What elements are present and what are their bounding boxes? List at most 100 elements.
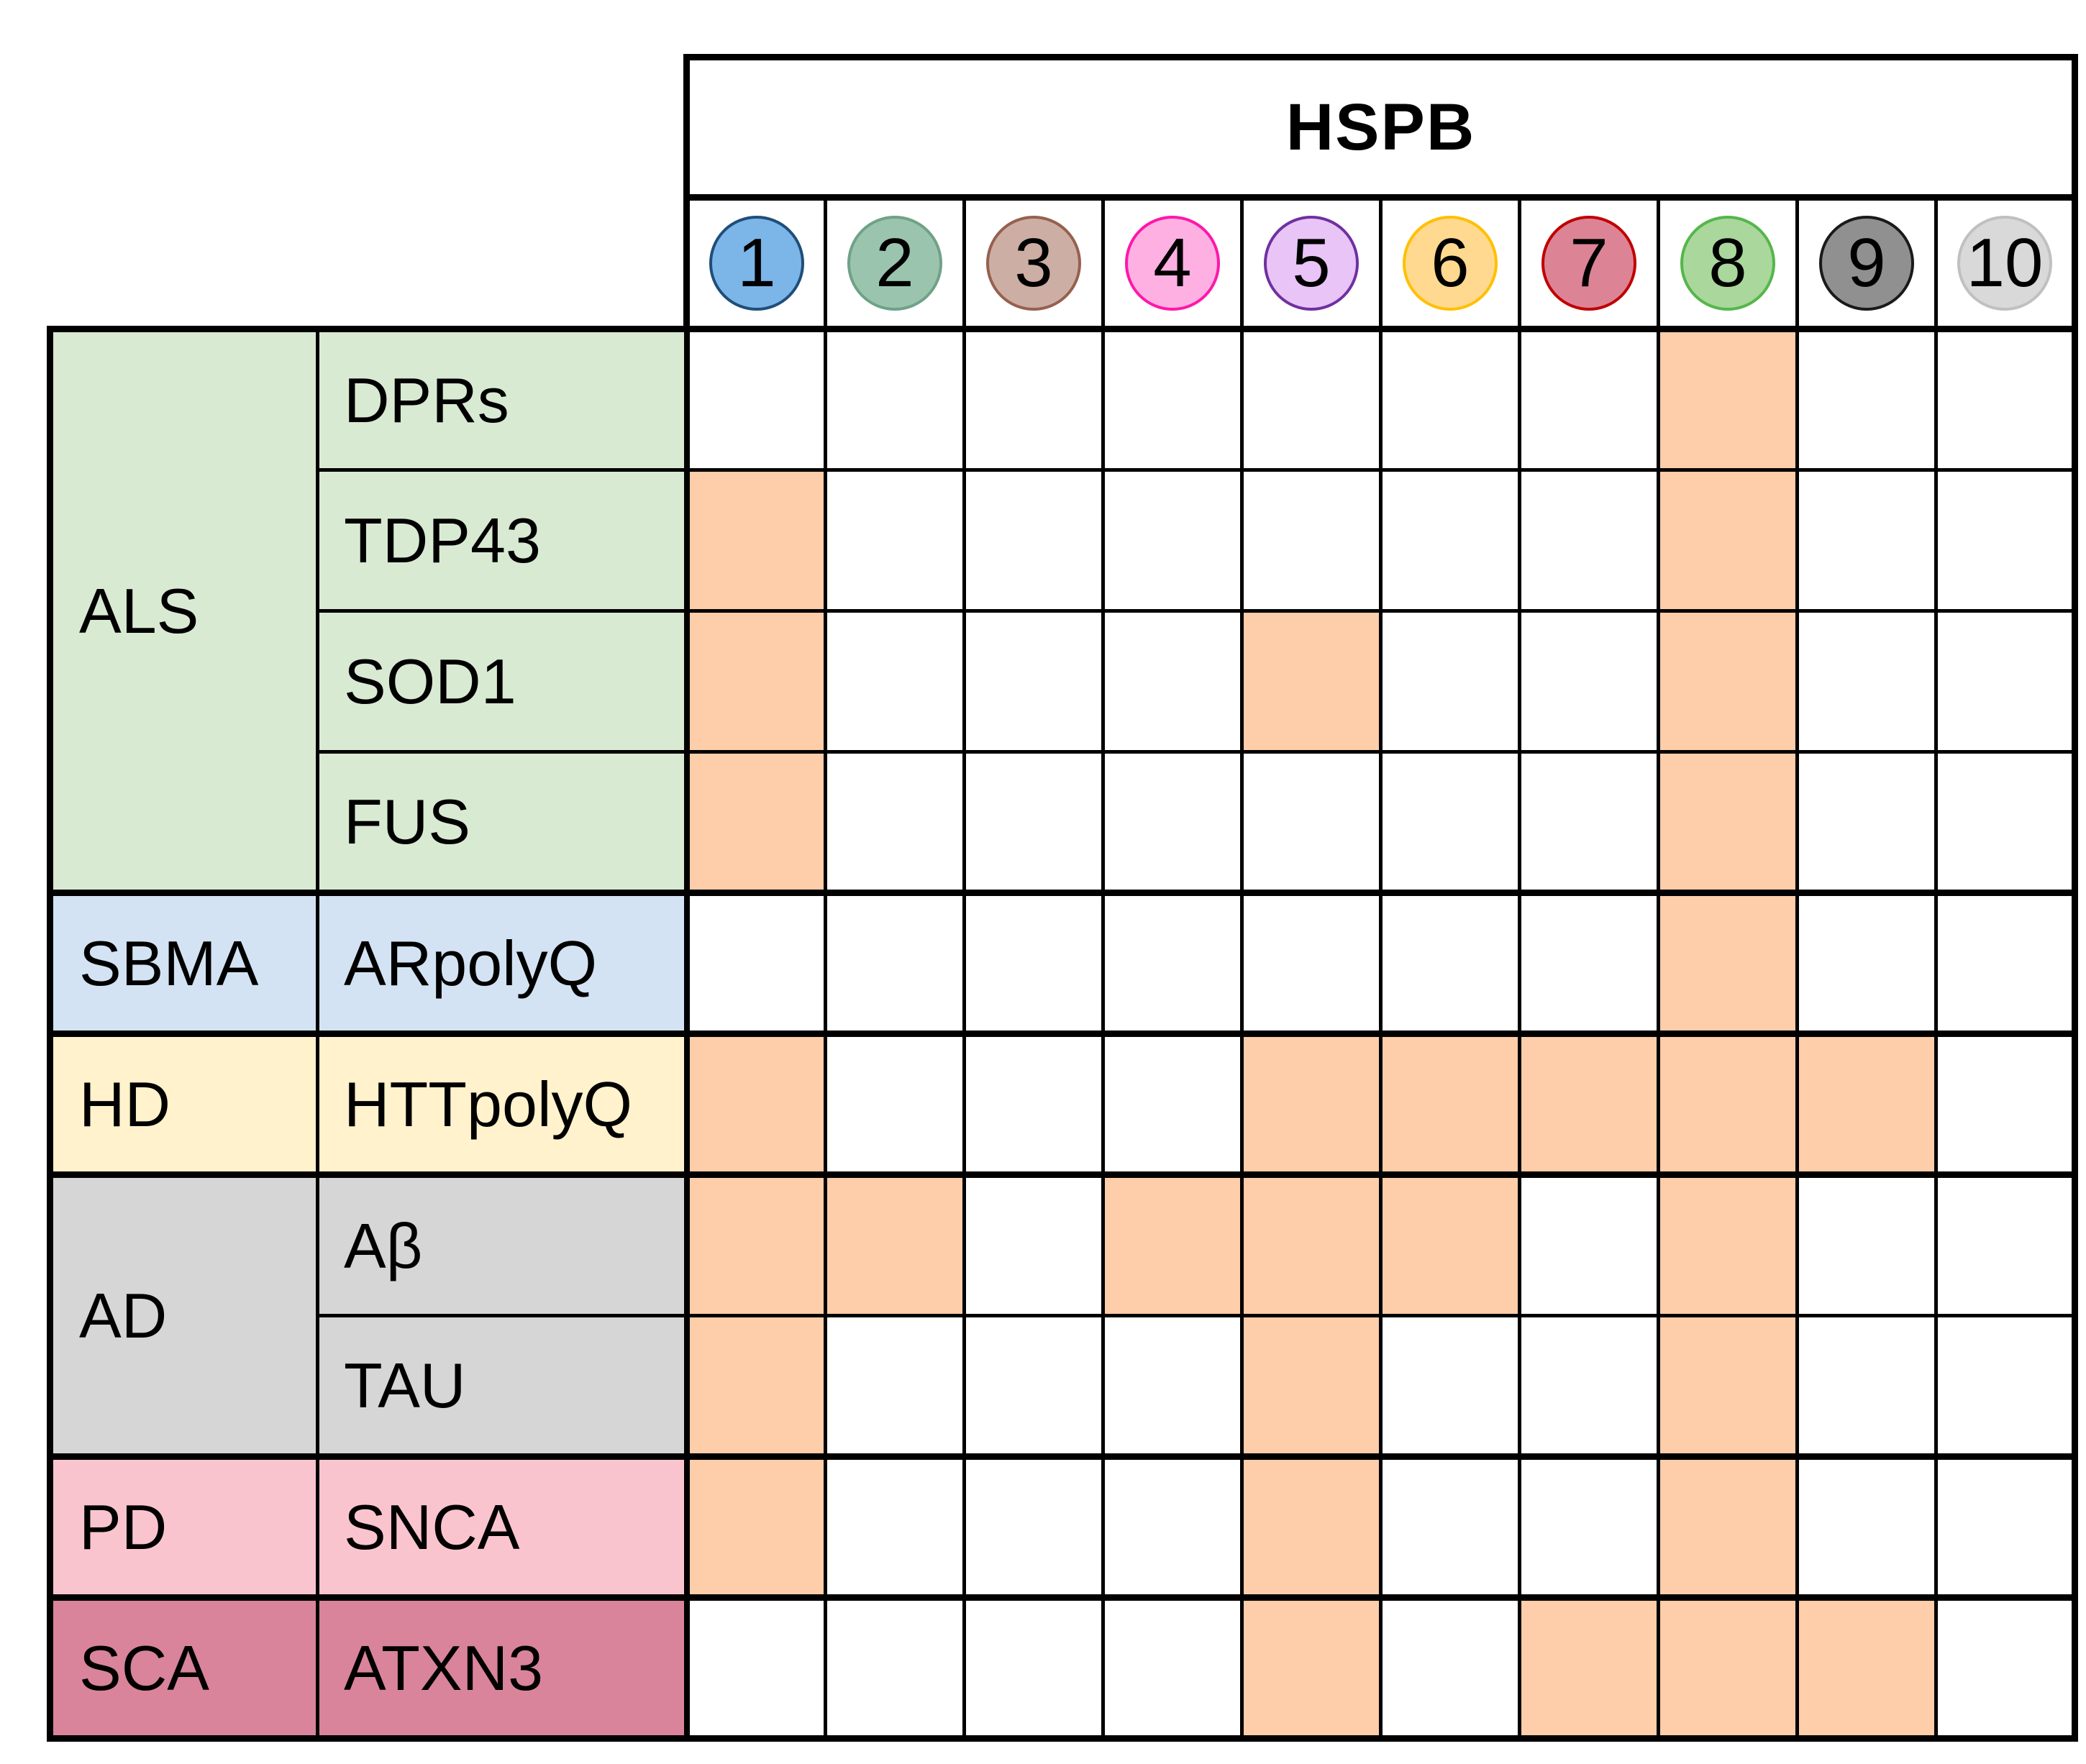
row-abeta: AD Aβ [47,1171,2078,1458]
matrix-cell-DPRs-hspb9 [1795,326,1938,472]
matrix-cell-ATXN3-hspb9 [1795,1594,1938,1742]
hspb-col-cell-6: 6 [1379,194,1521,332]
matrix-cell-TDP43-hspb10 [1934,468,2078,613]
protein-label-tau: TAU [316,1314,690,1458]
matrix-cell-Aβ-hspb6 [1379,1171,1521,1317]
hspb-4-badge: 4 [1125,216,1220,311]
matrix-cell-SOD1-hspb6 [1379,609,1521,754]
matrix-cell-TDP43-hspb3 [962,468,1105,613]
header-title-row: HSPB [50,54,2078,329]
matrix-cell-TDP43-hspb1 [685,468,827,613]
matrix-cell-SOD1-hspb7 [1518,609,1660,754]
matrix-cell-DPRs-hspb1 [685,326,827,472]
matrix-cell-HTTpolyQ-hspb1 [685,1030,827,1176]
matrix-cell-HTTpolyQ-hspb6 [1379,1030,1521,1176]
matrix-cell-TAU-hspb7 [1518,1314,1660,1458]
protein-label-sod1: SOD1 [316,609,690,754]
disease-label-hd: HD [47,1030,319,1176]
matrix-cell-SNCA-hspb2 [824,1453,966,1599]
matrix-cell-ARpolyQ-hspb10 [1934,890,2078,1036]
matrix-cell-SNCA-hspb6 [1379,1453,1521,1599]
matrix-cell-SOD1-hspb3 [962,609,1105,754]
hspb-10-badge: 10 [1957,216,2052,311]
matrix-cell-ATXN3-hspb1 [685,1594,827,1742]
matrix-cell-Aβ-hspb4 [1101,1171,1244,1317]
hspb-col-cell-8: 8 [1657,194,1799,332]
matrix-cell-HTTpolyQ-hspb8 [1657,1030,1799,1176]
protein-label-dprs: DPRs [316,326,690,472]
matrix-cell-ARpolyQ-hspb2 [824,890,966,1036]
hspb-8-badge: 8 [1680,216,1775,311]
protein-label-httpolyq: HTTpolyQ [316,1030,690,1176]
hspb-1-badge: 1 [709,216,804,311]
hspb-2-badge: 2 [847,216,942,311]
matrix-cell-SOD1-hspb9 [1795,609,1938,754]
matrix-cell-ATXN3-hspb10 [1934,1594,2078,1742]
disease-label-als: ALS [47,326,319,895]
matrix-cell-TAU-hspb9 [1795,1314,1938,1458]
matrix-cell-FUS-hspb7 [1518,750,1660,895]
matrix-cell-ARpolyQ-hspb4 [1101,890,1244,1036]
row-httpolyq: HD HTTpolyQ [47,1030,2078,1176]
matrix-cell-TAU-hspb8 [1657,1314,1799,1458]
matrix-cell-ATXN3-hspb6 [1379,1594,1521,1742]
row-arpolyq: SBMA ARpolyQ [47,890,2078,1036]
matrix-cell-ARpolyQ-hspb1 [685,890,827,1036]
matrix-cell-ATXN3-hspb7 [1518,1594,1660,1742]
matrix-cell-FUS-hspb8 [1657,750,1799,895]
matrix-cell-DPRs-hspb10 [1934,326,2078,472]
matrix-cell-Aβ-hspb1 [685,1171,827,1317]
matrix-cell-FUS-hspb6 [1379,750,1521,895]
hspb-col-cell-4: 4 [1101,194,1244,332]
disease-label-sbma: SBMA [47,890,319,1036]
hspb-col-cell-2: 2 [824,194,966,332]
hspb-9-badge: 9 [1819,216,1914,311]
matrix-cell-SOD1-hspb10 [1934,609,2078,754]
hspb-number-row: 1 2 3 4 5 6 7 8 9 10 [50,194,2078,332]
matrix-cell-ATXN3-hspb8 [1657,1594,1799,1742]
protein-label-arpolyq: ARpolyQ [316,890,690,1036]
matrix-cell-Aβ-hspb10 [1934,1171,2078,1317]
matrix-cell-TDP43-hspb2 [824,468,966,613]
hspb-3-badge: 3 [986,216,1081,311]
matrix-cell-TDP43-hspb9 [1795,468,1938,613]
hspb-col-cell-7: 7 [1518,194,1660,332]
matrix-cell-DPRs-hspb7 [1518,326,1660,472]
matrix-cell-HTTpolyQ-hspb9 [1795,1030,1938,1176]
disease-label-pd: PD [47,1453,319,1599]
matrix-cell-Aβ-hspb3 [962,1171,1105,1317]
matrix-cell-FUS-hspb9 [1795,750,1938,895]
matrix-cell-Aβ-hspb7 [1518,1171,1660,1317]
matrix-cell-TAU-hspb5 [1240,1314,1383,1458]
matrix-cell-TDP43-hspb7 [1518,468,1660,613]
matrix-cell-FUS-hspb3 [962,750,1105,895]
matrix-cell-FUS-hspb10 [1934,750,2078,895]
hspb-table: HSPB 1 2 3 4 5 6 7 8 9 10 ALS DPRs TDP43… [47,54,2078,1742]
matrix-cell-HTTpolyQ-hspb2 [824,1030,966,1176]
matrix-cell-SNCA-hspb3 [962,1453,1105,1599]
matrix-cell-TDP43-hspb5 [1240,468,1383,613]
matrix-cell-DPRs-hspb5 [1240,326,1383,472]
hspb-header-title: HSPB [683,54,2078,201]
matrix-cell-DPRs-hspb3 [962,326,1105,472]
matrix-cell-TDP43-hspb4 [1101,468,1244,613]
matrix-cell-TAU-hspb2 [824,1314,966,1458]
matrix-cell-ATXN3-hspb4 [1101,1594,1244,1742]
matrix-cell-SOD1-hspb4 [1101,609,1244,754]
matrix-cell-FUS-hspb2 [824,750,966,895]
hspb-col-cell-3: 3 [962,194,1105,332]
matrix-cell-ARpolyQ-hspb7 [1518,890,1660,1036]
row-atxn3: SCA ATXN3 [47,1594,2078,1742]
hspb-col-cell-9: 9 [1795,194,1938,332]
protein-label-abeta: Aβ [316,1171,690,1317]
row-dprs: ALS DPRs [47,326,2078,895]
matrix-cell-SOD1-hspb2 [824,609,966,754]
matrix-cell-SOD1-hspb5 [1240,609,1383,754]
protein-label-atxn3: ATXN3 [316,1594,690,1742]
matrix-cell-DPRs-hspb2 [824,326,966,472]
matrix-cell-ARpolyQ-hspb6 [1379,890,1521,1036]
matrix-cell-ARpolyQ-hspb8 [1657,890,1799,1036]
hspb-7-badge: 7 [1541,216,1636,311]
matrix-cell-DPRs-hspb4 [1101,326,1244,472]
